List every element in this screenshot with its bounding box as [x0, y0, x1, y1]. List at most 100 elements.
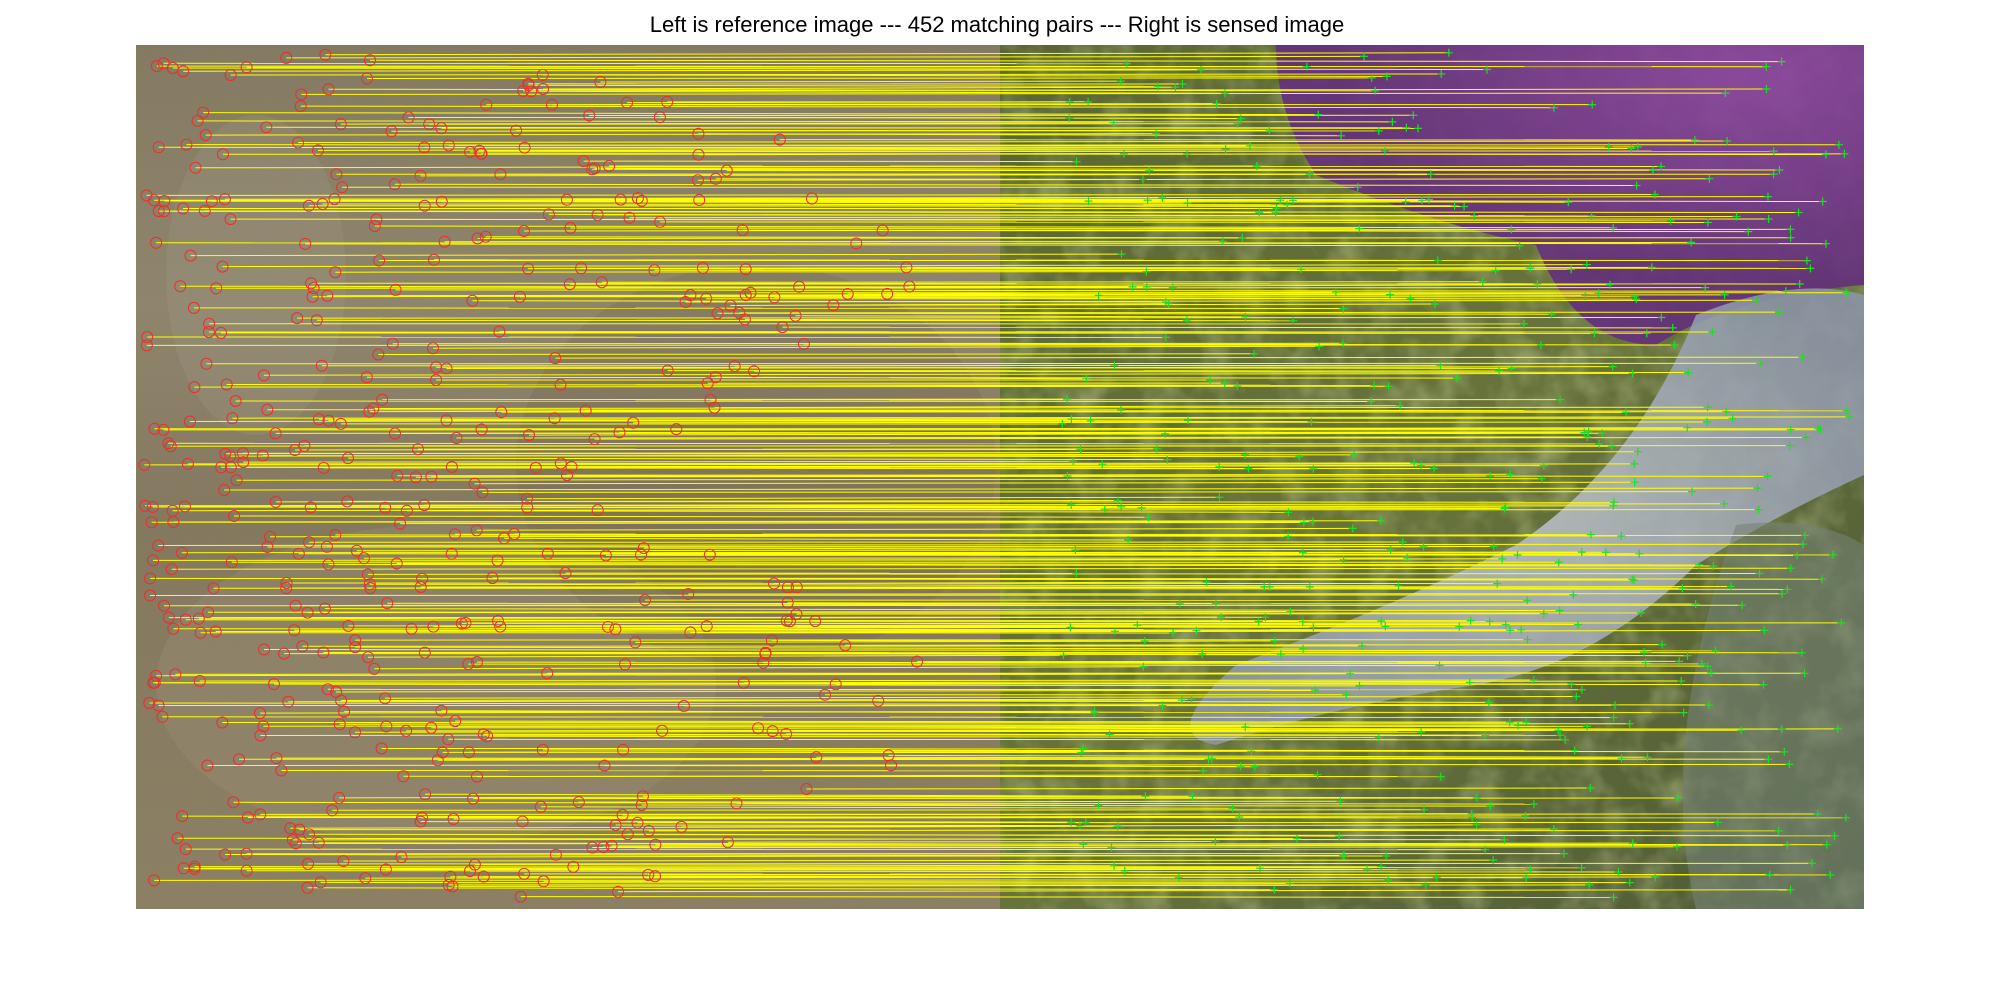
- reference-marker: [148, 874, 161, 887]
- sensed-marker: [1657, 313, 1666, 322]
- sensed-marker: [1601, 548, 1610, 557]
- reference-marker: [333, 718, 346, 731]
- sensed-marker: [1641, 658, 1650, 667]
- sensed-marker: [1526, 264, 1535, 273]
- match-line: [531, 90, 1226, 94]
- sensed-marker: [1309, 623, 1318, 632]
- reference-marker: [275, 764, 288, 777]
- sensed-marker: [1567, 680, 1576, 688]
- match-line: [690, 629, 1765, 633]
- sensed-marker: [1377, 862, 1386, 871]
- sensed-marker: [1753, 484, 1762, 493]
- match-line: [890, 764, 1255, 768]
- reference-marker: [193, 675, 206, 687]
- sensed-marker: [1608, 362, 1617, 371]
- sensed-marker: [1284, 508, 1293, 517]
- sensed-marker: [1452, 374, 1461, 383]
- reference-marker: [254, 729, 267, 742]
- reference-marker: [337, 855, 350, 867]
- match-line: [454, 533, 1622, 537]
- sensed-marker: [1673, 842, 1681, 851]
- reference-marker: [481, 730, 494, 743]
- sensed-marker: [1220, 379, 1229, 388]
- match-line: [355, 646, 1304, 650]
- sensed-marker: [1786, 564, 1795, 573]
- match-line: [262, 455, 1300, 458]
- reference-marker: [435, 195, 448, 208]
- match-line: [697, 178, 1710, 181]
- match-line: [485, 236, 1243, 239]
- reference-marker: [414, 581, 427, 593]
- match-line: [394, 183, 1637, 186]
- reference-marker: [150, 60, 163, 73]
- sensed-marker: [1158, 701, 1167, 710]
- match-line: [730, 303, 1169, 306]
- reference-marker: [637, 542, 650, 555]
- sensed-marker: [1586, 784, 1595, 792]
- sensed-marker: [1444, 48, 1453, 57]
- sensed-marker: [1371, 86, 1380, 95]
- match-line: [156, 673, 1351, 677]
- sensed-marker: [1781, 287, 1790, 296]
- match-line: [424, 205, 1465, 207]
- reference-marker: [278, 647, 290, 660]
- match-line: [476, 661, 1646, 664]
- reference-marker: [468, 477, 481, 490]
- match-line: [540, 806, 1233, 809]
- sensed-marker: [1625, 719, 1634, 728]
- sensed-marker: [1637, 608, 1646, 617]
- sensed-marker: [1500, 504, 1509, 513]
- sensed-marker: [1206, 376, 1215, 384]
- reference-marker: [466, 294, 479, 307]
- reference-marker: [395, 851, 408, 863]
- sensed-marker: [1642, 329, 1651, 338]
- sensed-marker: [1286, 607, 1295, 616]
- sensed-marker: [1128, 282, 1137, 291]
- reference-marker: [139, 499, 152, 512]
- reference-marker: [301, 881, 314, 894]
- sensed-marker: [1707, 668, 1715, 677]
- sensed-marker: [1517, 625, 1526, 634]
- reference-marker: [445, 547, 458, 560]
- sensed-marker: [1470, 211, 1479, 220]
- match-line: [367, 654, 1064, 658]
- sensed-marker: [1522, 718, 1531, 727]
- sensed-marker: [1609, 501, 1618, 510]
- reference-marker: [435, 704, 448, 717]
- reference-marker: [691, 174, 704, 187]
- sensed-marker: [1246, 141, 1254, 150]
- match-line: [448, 738, 1566, 741]
- match-line: [152, 559, 1344, 561]
- sensed-marker: [1640, 648, 1649, 657]
- sensed-marker: [1067, 500, 1076, 509]
- sensed-marker: [1436, 772, 1445, 781]
- reference-marker: [442, 733, 455, 746]
- match-line: [163, 604, 1743, 607]
- sensed-marker: [1338, 339, 1347, 348]
- reference-marker: [361, 72, 373, 85]
- match-line: [432, 345, 1320, 349]
- sensed-marker: [1687, 238, 1696, 247]
- reference-marker: [215, 326, 227, 339]
- reference-marker: [800, 783, 813, 795]
- reference-marker: [176, 810, 189, 823]
- sensed-marker: [1713, 818, 1722, 827]
- match-line: [424, 504, 1122, 508]
- sensed-marker: [1233, 119, 1242, 128]
- reference-marker: [900, 261, 913, 274]
- reference-marker: [280, 51, 293, 64]
- sensed-marker: [1384, 875, 1393, 884]
- reference-marker: [435, 122, 448, 135]
- reference-marker: [397, 770, 410, 783]
- sensed-marker: [1305, 582, 1314, 591]
- reference-marker: [649, 838, 662, 851]
- sensed-marker: [1409, 111, 1418, 120]
- reference-marker: [418, 646, 431, 659]
- sensed-marker: [1124, 536, 1133, 544]
- reference-marker: [400, 504, 413, 517]
- reference-marker: [563, 278, 576, 291]
- reference-marker: [476, 486, 489, 499]
- reference-marker: [684, 626, 697, 639]
- sensed-marker: [1192, 626, 1201, 635]
- sensed-marker: [1774, 308, 1783, 317]
